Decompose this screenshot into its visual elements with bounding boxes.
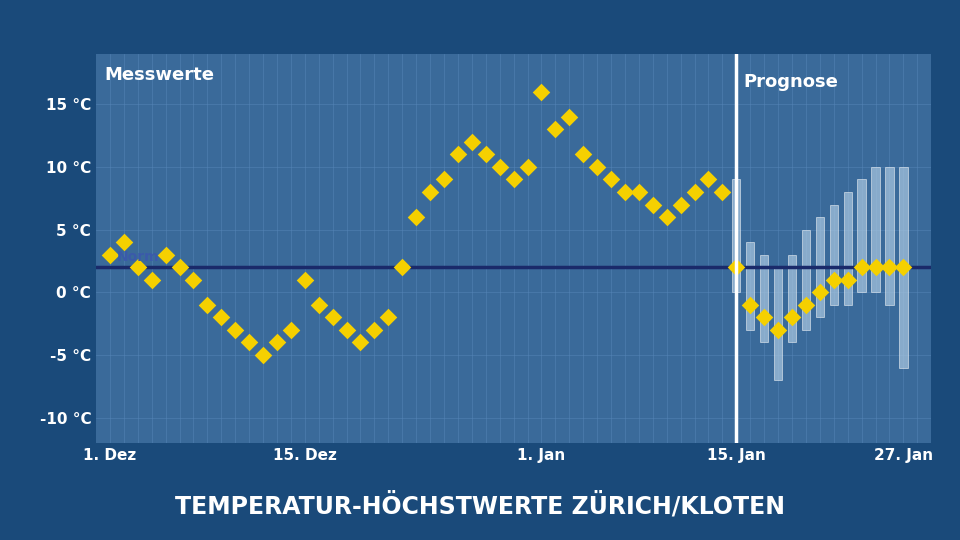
Point xyxy=(673,200,688,209)
Bar xyxy=(760,255,768,342)
Point xyxy=(242,338,257,347)
Bar xyxy=(900,167,907,368)
Point xyxy=(213,313,228,322)
Point xyxy=(770,326,785,334)
Point xyxy=(130,263,146,272)
Point xyxy=(840,275,855,284)
Bar xyxy=(816,217,824,318)
Point xyxy=(547,125,563,133)
Point xyxy=(450,150,466,159)
Point xyxy=(714,187,730,196)
Point xyxy=(868,263,883,272)
Point xyxy=(422,187,438,196)
Point xyxy=(896,263,911,272)
Point xyxy=(395,263,410,272)
Bar xyxy=(746,242,755,330)
Bar xyxy=(829,205,838,305)
Point xyxy=(157,251,173,259)
Point xyxy=(826,275,841,284)
Text: Norm: Norm xyxy=(117,250,159,264)
Point xyxy=(172,263,187,272)
Point xyxy=(269,338,284,347)
Point xyxy=(853,263,869,272)
Point xyxy=(729,263,744,272)
Point xyxy=(228,326,243,334)
Point xyxy=(492,163,507,171)
Point xyxy=(645,200,660,209)
Point xyxy=(534,87,549,96)
Point xyxy=(324,313,340,322)
Point xyxy=(185,275,202,284)
Bar xyxy=(857,179,866,292)
Bar xyxy=(774,267,782,380)
Bar xyxy=(885,167,894,305)
Point xyxy=(812,288,828,296)
Point xyxy=(631,187,646,196)
Point xyxy=(352,338,368,347)
Point xyxy=(144,275,159,284)
Point xyxy=(255,350,271,359)
Point xyxy=(311,301,326,309)
Point xyxy=(506,175,521,184)
Point xyxy=(562,112,577,121)
Point xyxy=(659,213,674,221)
Point xyxy=(103,251,117,259)
Point xyxy=(589,163,605,171)
Point xyxy=(283,326,299,334)
Point xyxy=(380,313,396,322)
Text: Prognose: Prognose xyxy=(743,73,838,91)
Point xyxy=(881,263,897,272)
Bar xyxy=(732,179,740,292)
Point xyxy=(742,301,757,309)
Point xyxy=(478,150,493,159)
Point xyxy=(339,326,354,334)
Point xyxy=(408,213,423,221)
Point xyxy=(575,150,590,159)
Text: Messwerte: Messwerte xyxy=(105,66,214,84)
Text: TEMPERATUR-HÖCHSTWERTE ZÜRICH/KLOTEN: TEMPERATUR-HÖCHSTWERTE ZÜRICH/KLOTEN xyxy=(175,491,785,518)
Bar xyxy=(802,230,810,330)
Point xyxy=(756,313,772,322)
Bar xyxy=(844,192,852,305)
Point xyxy=(436,175,451,184)
Point xyxy=(367,326,382,334)
Bar xyxy=(872,167,879,292)
Point xyxy=(603,175,618,184)
Point xyxy=(798,301,813,309)
Point xyxy=(520,163,536,171)
Point xyxy=(200,301,215,309)
Point xyxy=(686,187,702,196)
Point xyxy=(116,238,132,246)
Bar xyxy=(788,255,796,342)
Point xyxy=(784,313,800,322)
Point xyxy=(465,138,480,146)
Point xyxy=(701,175,716,184)
Point xyxy=(617,187,633,196)
Point xyxy=(297,275,312,284)
